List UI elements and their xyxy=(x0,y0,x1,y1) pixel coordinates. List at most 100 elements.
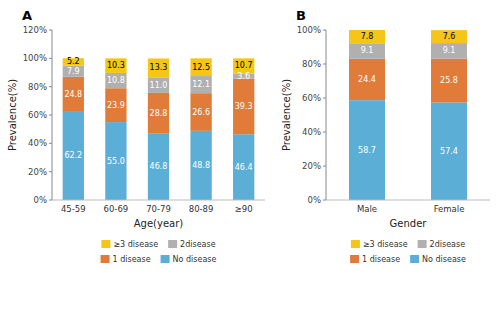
legend-row: 1 diseaseNo disease xyxy=(101,255,217,264)
bar-segment xyxy=(349,43,385,58)
data-label: 24.8 xyxy=(64,90,82,99)
y-tick-label: 20% xyxy=(302,161,321,171)
data-label: 9.1 xyxy=(443,46,456,55)
data-label: 58.7 xyxy=(358,146,376,155)
bars xyxy=(63,58,255,200)
y-tick-label: 100% xyxy=(23,53,47,63)
y-tick-label: 80% xyxy=(302,59,321,69)
panel: 62.224.87.95.255.023.910.810.346.828.811… xyxy=(7,8,265,264)
data-label: 24.4 xyxy=(358,75,376,84)
data-label: 10.3 xyxy=(107,61,125,70)
x-tick-label: 70-79 xyxy=(146,204,171,214)
y-axis-line xyxy=(326,30,327,200)
x-tick-label: Male xyxy=(357,204,377,214)
bar-segment xyxy=(148,58,169,77)
bar-segment xyxy=(233,134,254,200)
y-tick xyxy=(323,64,326,65)
data-label: 11.0 xyxy=(150,81,168,90)
bar-segment xyxy=(63,66,84,77)
y-tick xyxy=(49,30,52,31)
bar-segment xyxy=(105,73,126,88)
bar-segment xyxy=(233,79,254,135)
data-label: 23.9 xyxy=(107,101,125,110)
data-label: 5.2 xyxy=(67,57,80,66)
bar-segment xyxy=(431,43,467,58)
data-label: 48.8 xyxy=(192,161,210,170)
y-tick-label: 80% xyxy=(28,82,47,92)
x-axis-label: Gender xyxy=(390,218,428,229)
legend-swatch xyxy=(101,240,110,248)
x-tick-label: 45-59 xyxy=(61,204,86,214)
bar-segment xyxy=(105,58,126,73)
data-label: 9.1 xyxy=(361,46,374,55)
bar-segment xyxy=(148,93,169,134)
x-tick-label: Female xyxy=(434,204,465,214)
legend-label: 1 disease xyxy=(362,255,400,264)
y-tick-label: 0% xyxy=(308,195,322,205)
y-tick xyxy=(323,30,326,31)
data-label: 55.0 xyxy=(107,157,125,166)
data-label: 62.2 xyxy=(64,151,82,160)
legend-swatch xyxy=(168,240,177,248)
data-label: 7.8 xyxy=(361,32,374,41)
data-label: 57.4 xyxy=(440,147,458,156)
y-tick-label: 100% xyxy=(297,25,321,35)
y-tick-label: 120% xyxy=(23,25,47,35)
y-tick-label: 20% xyxy=(28,167,47,177)
y-tick xyxy=(49,58,52,59)
y-tick-label: 40% xyxy=(302,127,321,137)
bar-segment xyxy=(349,30,385,43)
y-tick-label: 0% xyxy=(34,195,48,205)
legend: ≥3 disease2disease1 diseaseNo disease xyxy=(350,240,466,264)
y-tick xyxy=(49,86,52,87)
panel: 58.724.49.17.857.425.89.17.60%20%40%60%8… xyxy=(281,8,490,264)
bar-segment xyxy=(190,93,211,131)
legend-swatch xyxy=(101,255,110,263)
legend-label: 2disease xyxy=(180,240,216,249)
legend-swatch xyxy=(410,255,419,263)
panel-title: B xyxy=(296,8,306,23)
bar-segment xyxy=(349,59,385,100)
bar-segment xyxy=(190,131,211,200)
y-tick xyxy=(323,200,326,201)
bar-segment xyxy=(63,58,84,65)
bar-segment xyxy=(63,112,84,200)
y-axis-label: Prevalence(%) xyxy=(281,79,292,151)
legend-label: 2disease xyxy=(430,240,466,249)
bars xyxy=(349,30,467,200)
y-tick-label: 60% xyxy=(28,110,47,120)
data-label: 12.1 xyxy=(192,80,210,89)
data-label: 26.6 xyxy=(192,108,210,117)
data-label: 39.3 xyxy=(235,102,253,111)
legend-label: ≥3 disease xyxy=(113,240,158,249)
data-label: 10.7 xyxy=(235,61,253,70)
data-label: 12.5 xyxy=(192,63,210,72)
y-tick-label: 40% xyxy=(28,138,47,148)
data-label: 7.9 xyxy=(67,67,80,76)
legend-swatch xyxy=(418,240,427,248)
data-labels: 62.224.87.95.255.023.910.810.346.828.811… xyxy=(64,57,252,171)
y-tick-label: 60% xyxy=(302,93,321,103)
y-tick xyxy=(49,115,52,116)
data-label: 3.6 xyxy=(237,72,250,81)
bar-segment xyxy=(105,122,126,200)
x-axis-line xyxy=(52,200,265,201)
data-label: 13.3 xyxy=(150,63,168,72)
legend-swatch xyxy=(350,255,359,263)
x-axis-label: Age(year) xyxy=(134,218,184,229)
figure: 62.224.87.95.255.023.910.810.346.828.811… xyxy=(0,0,500,321)
y-tick xyxy=(323,166,326,167)
legend: ≥3 disease 2disease 1 diseaseNo disease xyxy=(101,240,217,264)
data-label: 46.8 xyxy=(150,162,168,171)
legend-label: 1 disease xyxy=(113,255,151,264)
bar-segment xyxy=(63,77,84,112)
x-tick-label: 60-69 xyxy=(104,204,129,214)
bar-segment xyxy=(431,102,467,200)
bar-segment xyxy=(148,134,169,200)
legend-swatch xyxy=(351,240,360,248)
data-label: 10.8 xyxy=(107,76,125,85)
bar-segment xyxy=(349,100,385,200)
legend-row: ≥3 disease 2disease xyxy=(101,240,215,249)
data-label: 7.6 xyxy=(443,32,456,41)
y-tick xyxy=(323,132,326,133)
